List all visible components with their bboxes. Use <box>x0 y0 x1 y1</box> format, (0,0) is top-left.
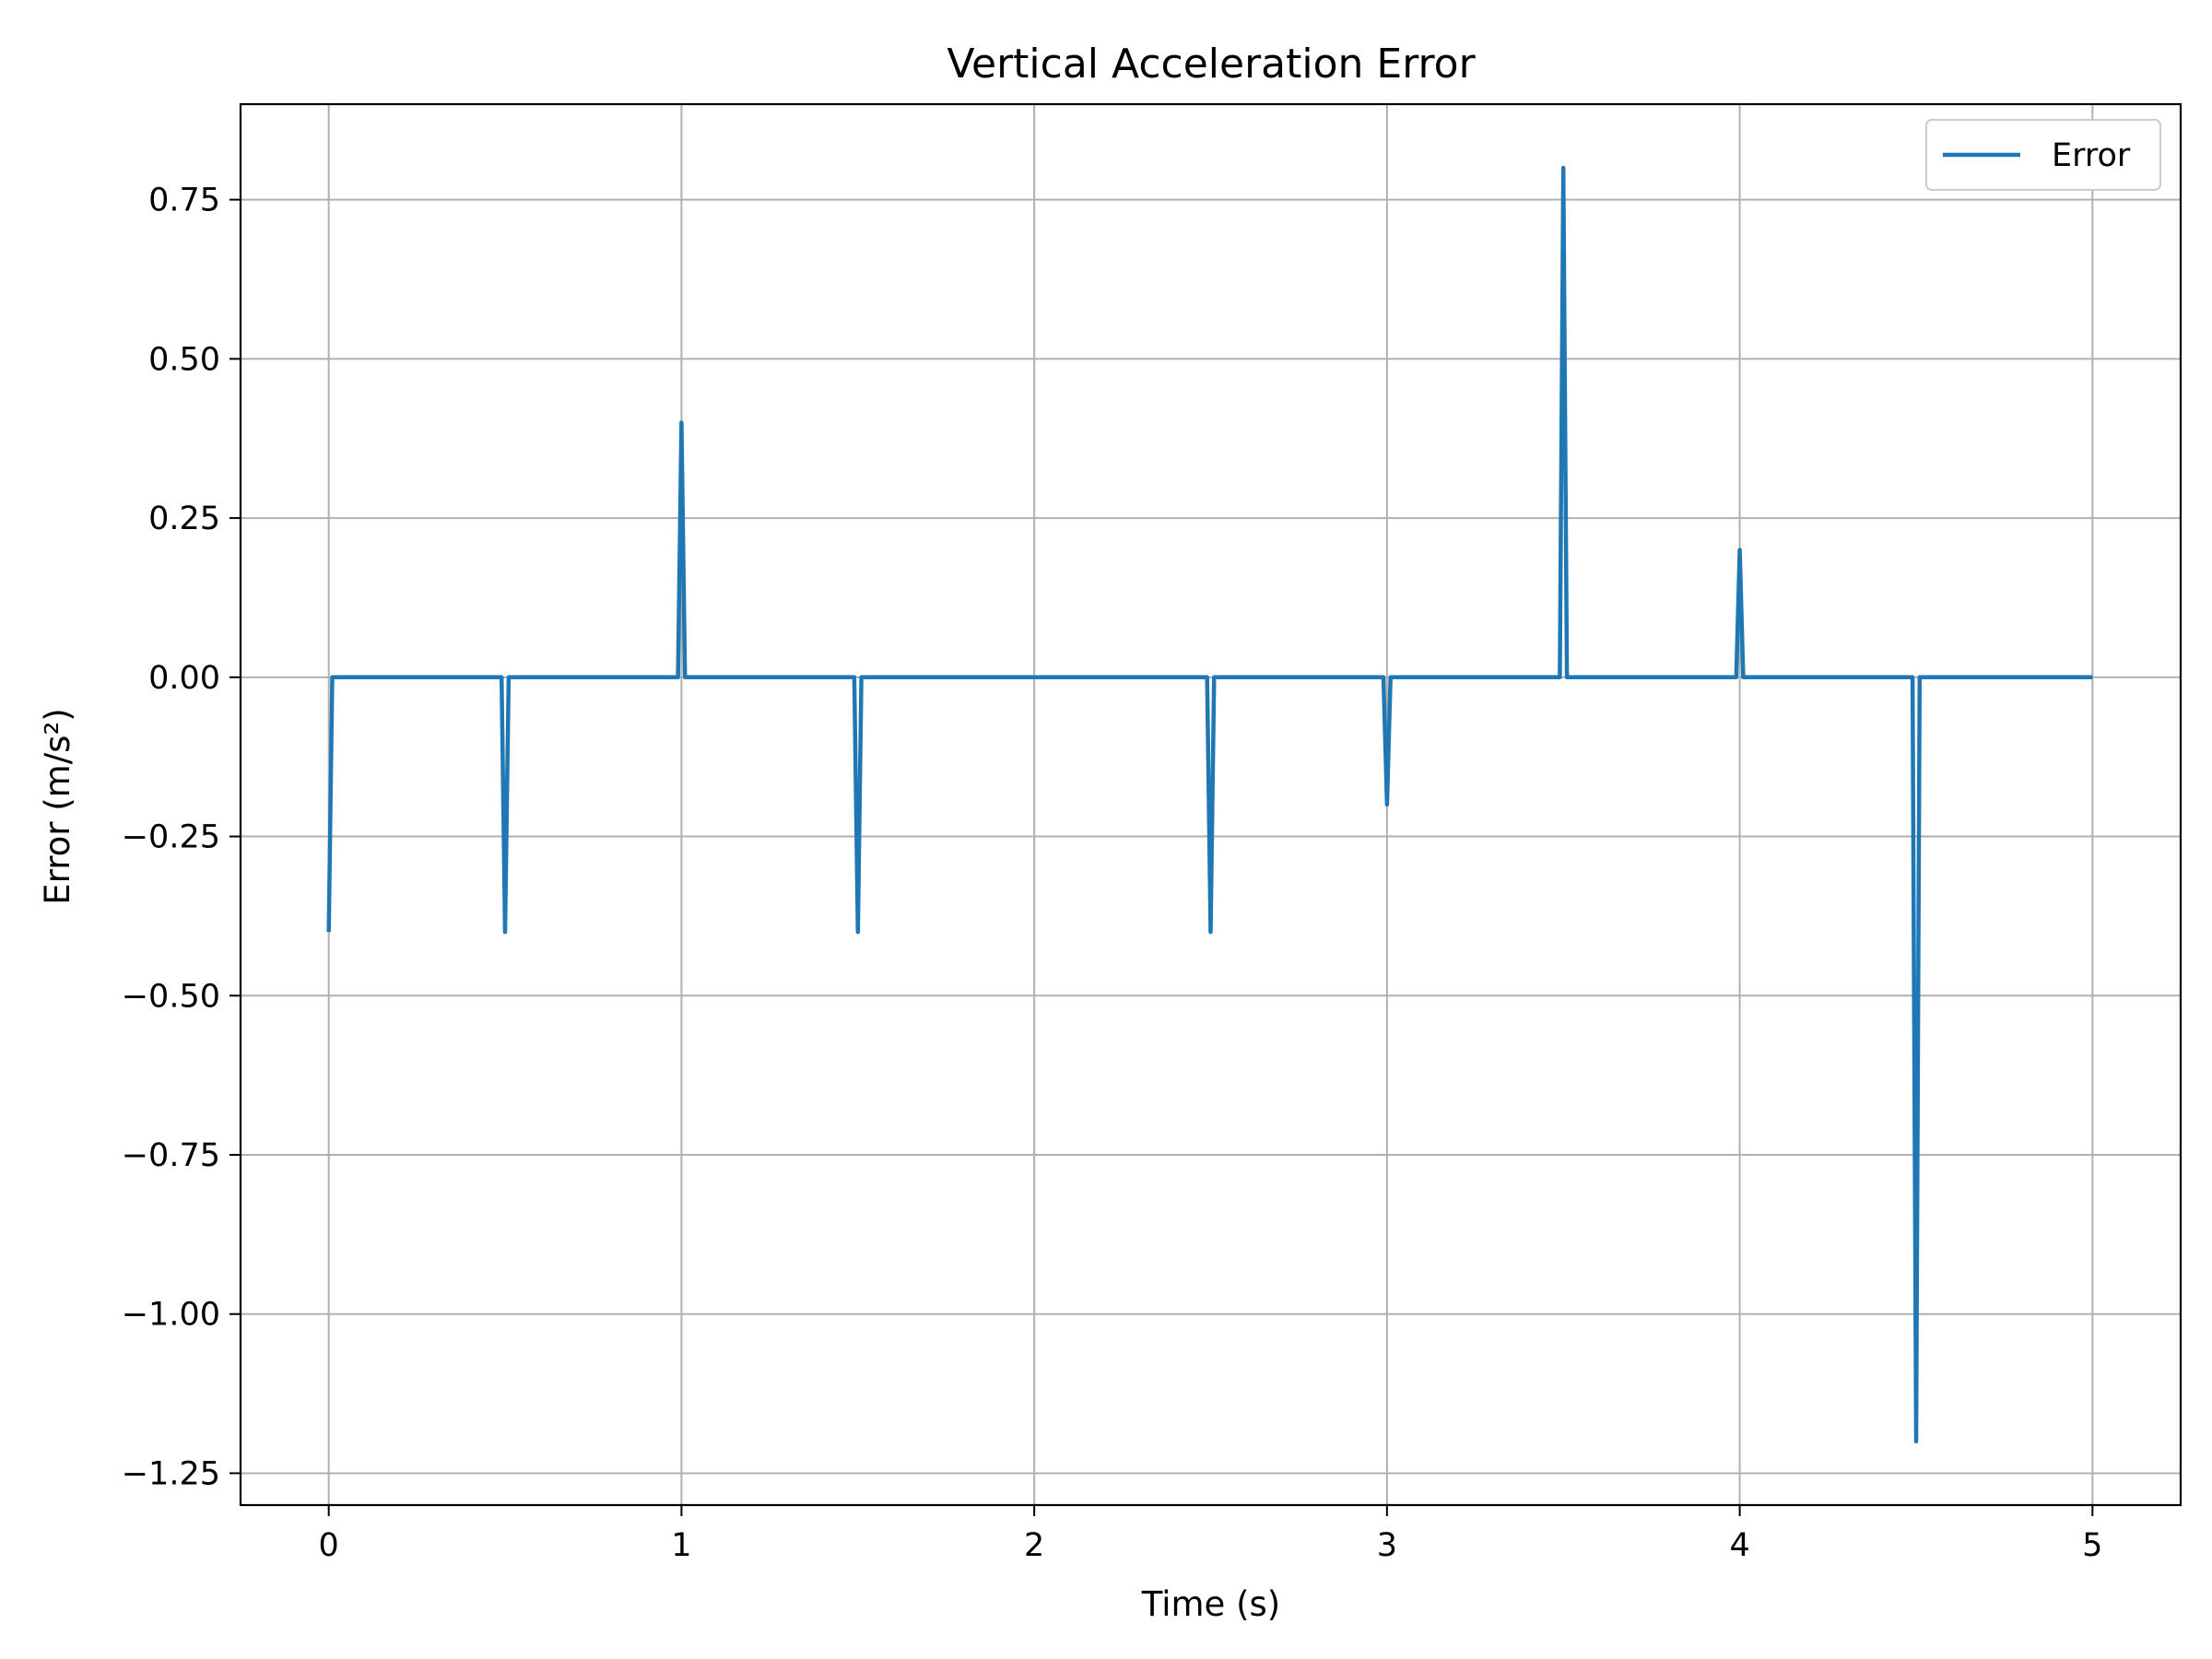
legend-box <box>1925 119 2161 191</box>
series-line-error <box>326 165 2093 1444</box>
x-tick-label: 5 <box>2082 1527 2102 1564</box>
x-axis-label: Time (s) <box>1141 1584 1280 1624</box>
y-tick-label: −1.00 <box>122 1297 220 1334</box>
x-axis: 0 1 2 3 4 5 <box>319 1505 2102 1564</box>
x-tick-label: 1 <box>671 1527 691 1564</box>
y-tick-label: 0.75 <box>148 182 220 219</box>
y-tick-label: −0.25 <box>122 819 220 856</box>
legend-label-error: Error <box>2052 137 2131 174</box>
y-axis-label: Error (m/s²) <box>38 708 77 904</box>
axes-frame <box>239 102 2183 1507</box>
y-tick-label: 0.00 <box>148 660 220 697</box>
y-tick-label: −1.25 <box>122 1455 220 1492</box>
x-tick-label: 4 <box>1729 1527 1749 1564</box>
y-tick-label: −0.50 <box>122 978 220 1015</box>
y-tick-label: −0.75 <box>122 1137 220 1174</box>
legend: Error <box>1925 119 2161 191</box>
x-tick-label: 2 <box>1024 1527 1044 1564</box>
y-axis: 0.75 0.50 0.25 0.00 −0.25 −0.50 −0.75 −1.00 −1.2… <box>122 182 241 1492</box>
x-tick-label: 0 <box>319 1527 339 1564</box>
plot-area <box>326 165 2093 1444</box>
y-tick-label: 0.50 <box>148 341 220 378</box>
y-tick-label: 0.25 <box>148 500 220 537</box>
x-tick-label: 3 <box>1377 1527 1397 1564</box>
chart-title: Vertical Acceleration Error <box>947 41 1476 88</box>
